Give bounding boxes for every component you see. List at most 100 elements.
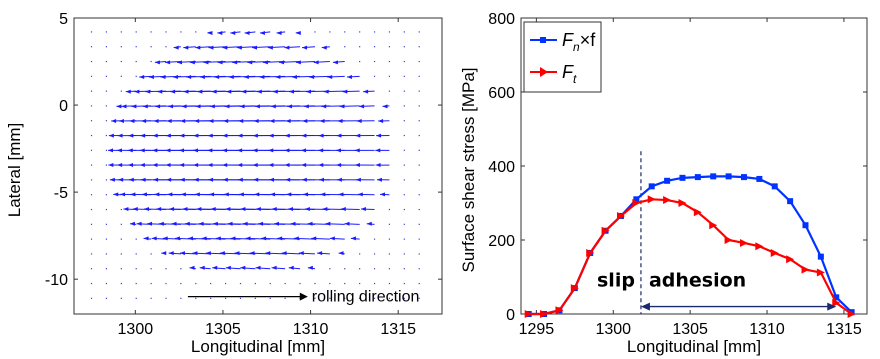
vector-arrowhead bbox=[222, 163, 228, 168]
vector-dot bbox=[120, 31, 122, 33]
vector-dot bbox=[403, 134, 405, 137]
vector-dot bbox=[418, 282, 420, 285]
vector-dot bbox=[150, 60, 152, 63]
vector-arrowhead bbox=[152, 133, 158, 138]
vector-dot bbox=[90, 75, 93, 77]
vector-dot bbox=[165, 46, 167, 48]
vector-dot bbox=[105, 268, 108, 270]
vector-dot bbox=[388, 60, 391, 63]
vector-arrowhead bbox=[355, 177, 361, 182]
vector-arrowhead bbox=[217, 30, 223, 35]
vector-arrowhead bbox=[210, 207, 216, 212]
vector-dot bbox=[180, 297, 182, 299]
vector-arrowhead bbox=[288, 207, 294, 212]
series-point-ft bbox=[586, 248, 595, 257]
vector-dot bbox=[344, 268, 346, 270]
vector-arrowhead bbox=[158, 221, 164, 226]
vector-arrowhead bbox=[108, 163, 114, 168]
vector-dot bbox=[418, 223, 420, 225]
right-x-tick-label: 1305 bbox=[672, 321, 708, 338]
vector-arrowhead bbox=[295, 30, 301, 35]
vector-arrowhead bbox=[270, 192, 276, 197]
adhesion-span-arrowhead-right bbox=[827, 302, 837, 311]
vector-arrowhead bbox=[165, 60, 171, 65]
vector-arrowhead bbox=[182, 207, 188, 212]
vector-dot bbox=[135, 282, 137, 285]
vector-dot bbox=[284, 282, 286, 285]
vector-arrowhead bbox=[145, 89, 151, 94]
vector-dot bbox=[120, 282, 122, 285]
vector-arrowhead bbox=[252, 133, 258, 138]
vector-dot bbox=[418, 268, 420, 270]
vector-arrowhead bbox=[298, 251, 304, 256]
vector-dot bbox=[239, 282, 242, 285]
vector-dot bbox=[418, 149, 420, 151]
vector-dot bbox=[403, 238, 405, 240]
vector-arrowhead bbox=[184, 221, 190, 226]
vector-dot bbox=[150, 46, 152, 48]
vector-dot bbox=[135, 75, 137, 77]
vector-dot bbox=[135, 46, 137, 48]
left-x-tick-label: 1305 bbox=[205, 321, 241, 338]
vector-arrowhead bbox=[223, 192, 229, 197]
vector-dot bbox=[105, 120, 108, 122]
vector-dot bbox=[418, 90, 420, 92]
vector-arrowhead bbox=[238, 192, 244, 197]
vector-arrowhead bbox=[160, 74, 166, 79]
slip-label: slip bbox=[597, 269, 635, 291]
vector-arrowhead bbox=[180, 119, 186, 124]
vector-arrowhead bbox=[212, 265, 218, 270]
vector-arrowhead bbox=[228, 74, 234, 79]
left-x-tick-label: 1310 bbox=[293, 321, 329, 338]
vector-arrowhead bbox=[338, 251, 344, 256]
series-point-ft bbox=[601, 226, 610, 235]
vector-dot bbox=[90, 223, 93, 225]
legend-box bbox=[523, 21, 602, 93]
vector-dot bbox=[388, 253, 391, 255]
vector-dot bbox=[403, 194, 405, 196]
vector-dot bbox=[180, 282, 182, 285]
vector-arrowhead bbox=[318, 163, 324, 168]
vector-dot bbox=[105, 282, 108, 285]
vector-arrowhead bbox=[285, 119, 291, 124]
vector-arrowhead bbox=[189, 265, 195, 270]
vector-arrowhead bbox=[132, 207, 138, 212]
vector-dot bbox=[105, 46, 108, 48]
vector-arrowhead bbox=[117, 163, 123, 168]
vector-arrowhead bbox=[241, 89, 247, 94]
vector-arrowhead bbox=[284, 148, 290, 153]
vector-arrowhead bbox=[319, 119, 325, 124]
vector-dot bbox=[90, 253, 93, 255]
vector-arrowhead bbox=[207, 30, 213, 35]
vector-dot bbox=[314, 297, 316, 299]
vector-arrowhead bbox=[265, 251, 271, 256]
series-point-ft bbox=[770, 248, 779, 257]
vector-arrowhead bbox=[153, 119, 159, 124]
vector-arrowhead bbox=[379, 192, 385, 197]
vector-dot bbox=[254, 297, 256, 299]
vector-dot bbox=[418, 75, 420, 77]
right-x-tick-label: 1300 bbox=[595, 321, 631, 338]
legend-entry-ft: Ft bbox=[530, 62, 577, 86]
series-point-ft bbox=[663, 196, 672, 205]
vector-arrowhead bbox=[276, 30, 282, 35]
vector-arrowhead bbox=[237, 148, 243, 153]
vector-arrowhead bbox=[376, 133, 382, 138]
vector-arrowhead bbox=[309, 74, 315, 79]
vector-arrowhead bbox=[242, 221, 248, 226]
vector-dot bbox=[329, 31, 331, 33]
vector-dot bbox=[90, 60, 93, 63]
vector-arrowhead bbox=[230, 30, 236, 35]
vector-arrowhead bbox=[342, 89, 348, 94]
vector-arrowhead bbox=[303, 104, 309, 109]
vector-dot bbox=[388, 75, 391, 77]
vector-arrowhead bbox=[153, 177, 159, 182]
vector-dot bbox=[418, 297, 420, 299]
vector-arrowhead bbox=[375, 163, 381, 168]
vector-dot bbox=[403, 60, 405, 63]
vector-arrowhead bbox=[344, 221, 350, 226]
vector-arrowhead bbox=[209, 104, 215, 109]
vector-arrowhead bbox=[320, 192, 326, 197]
vector-arrowhead bbox=[109, 177, 115, 182]
vector-arrowhead bbox=[355, 133, 361, 138]
